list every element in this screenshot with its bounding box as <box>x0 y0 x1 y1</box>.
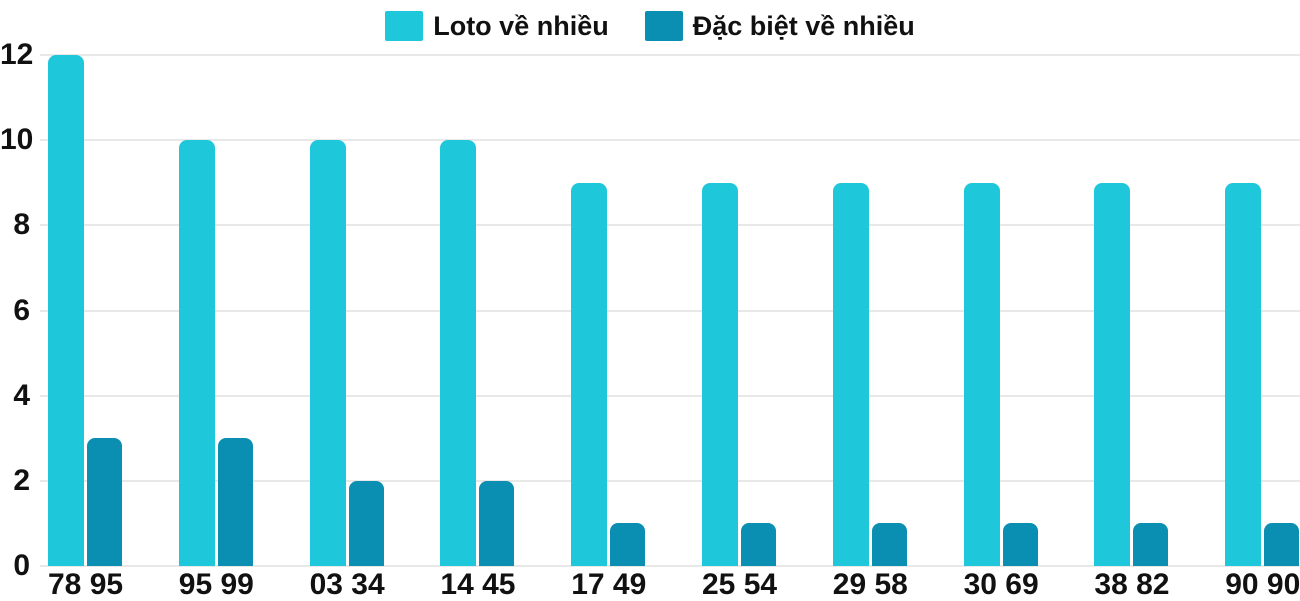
gridline <box>40 139 1300 142</box>
bar-dacbiet[interactable] <box>1264 523 1300 566</box>
gridline <box>40 224 1300 227</box>
plot-area: 0 2 4 6 8 10 12 <box>0 40 1300 581</box>
bar-loto[interactable] <box>571 182 608 566</box>
bar-dacbiet[interactable] <box>217 438 253 566</box>
y-axis-tick-label: 0 <box>13 549 30 582</box>
bar-dacbiet[interactable] <box>741 523 776 566</box>
gridline <box>40 394 1300 397</box>
bar-dacbiet[interactable] <box>1133 523 1169 566</box>
bar-group <box>48 55 122 566</box>
bar-loto[interactable] <box>702 182 738 566</box>
x-axis-tick-label: 17 49 <box>571 568 647 601</box>
bar-dacbiet[interactable] <box>610 523 646 566</box>
bar-dacbiet[interactable] <box>871 523 907 566</box>
x-axis-tick-label: 03 34 <box>309 568 385 601</box>
bar-group <box>1094 55 1169 566</box>
y-axis-tick-label: 4 <box>13 378 30 412</box>
legend-label-dacbiet: Đặc biệt về nhiều <box>692 11 915 41</box>
bar-group <box>702 55 776 566</box>
bar-loto[interactable] <box>832 182 869 566</box>
gridline <box>40 479 1300 482</box>
bar-group <box>1225 55 1300 566</box>
gridline <box>40 565 1300 567</box>
legend: Loto về nhiều Đặc biệt về nhiều <box>0 8 1300 44</box>
legend-item-loto[interactable]: Loto về nhiều <box>385 11 609 41</box>
bar-dacbiet[interactable] <box>479 480 515 566</box>
x-axis-tick-label: 95 99 <box>178 568 254 601</box>
legend-swatch-loto-icon <box>385 11 424 41</box>
bar-dacbiet[interactable] <box>348 480 384 566</box>
bar-loto[interactable] <box>1225 182 1262 566</box>
gridline <box>40 309 1300 312</box>
bar-loto[interactable] <box>440 140 477 566</box>
y-axis-tick-label: 10 <box>0 123 34 157</box>
bar-group <box>832 55 907 566</box>
x-axis-labels: 78 95 95 99 03 34 14 45 17 49 25 54 29 58 30 69… <box>0 570 1300 600</box>
legend-swatch-dacbiet-icon <box>644 11 683 41</box>
bar-loto[interactable] <box>963 182 1000 566</box>
x-axis-tick-label: 25 54 <box>702 568 778 601</box>
x-axis-tick-label: 38 82 <box>1094 568 1170 601</box>
legend-item-dacbiet[interactable]: Đặc biệt về nhiều <box>644 11 915 41</box>
bar-group <box>571 55 646 566</box>
bar-loto[interactable] <box>178 140 215 566</box>
bar-group <box>963 55 1038 566</box>
y-axis-tick-label: 6 <box>13 293 30 327</box>
gridline <box>40 54 1300 56</box>
x-axis-tick-label: 30 69 <box>963 568 1039 601</box>
bar-group <box>309 55 384 566</box>
bar-dacbiet[interactable] <box>87 438 122 566</box>
y-axis-tick-label: 8 <box>13 208 30 242</box>
bar-loto[interactable] <box>309 140 346 566</box>
bar-group <box>178 55 253 566</box>
bar-loto[interactable] <box>1094 182 1131 566</box>
bar-dacbiet[interactable] <box>1002 523 1038 566</box>
y-axis-tick-label: 2 <box>13 463 30 497</box>
bar-group <box>440 55 515 566</box>
x-axis-tick-label: 90 90 <box>1225 568 1300 601</box>
x-axis-tick-label: 29 58 <box>832 568 908 601</box>
x-axis-tick-label: 14 45 <box>440 568 516 601</box>
legend-label-loto: Loto về nhiều <box>433 11 609 41</box>
y-axis-tick-label: 12 <box>0 38 34 71</box>
bar-loto[interactable] <box>48 55 84 566</box>
x-axis-tick-label: 78 95 <box>48 568 124 601</box>
